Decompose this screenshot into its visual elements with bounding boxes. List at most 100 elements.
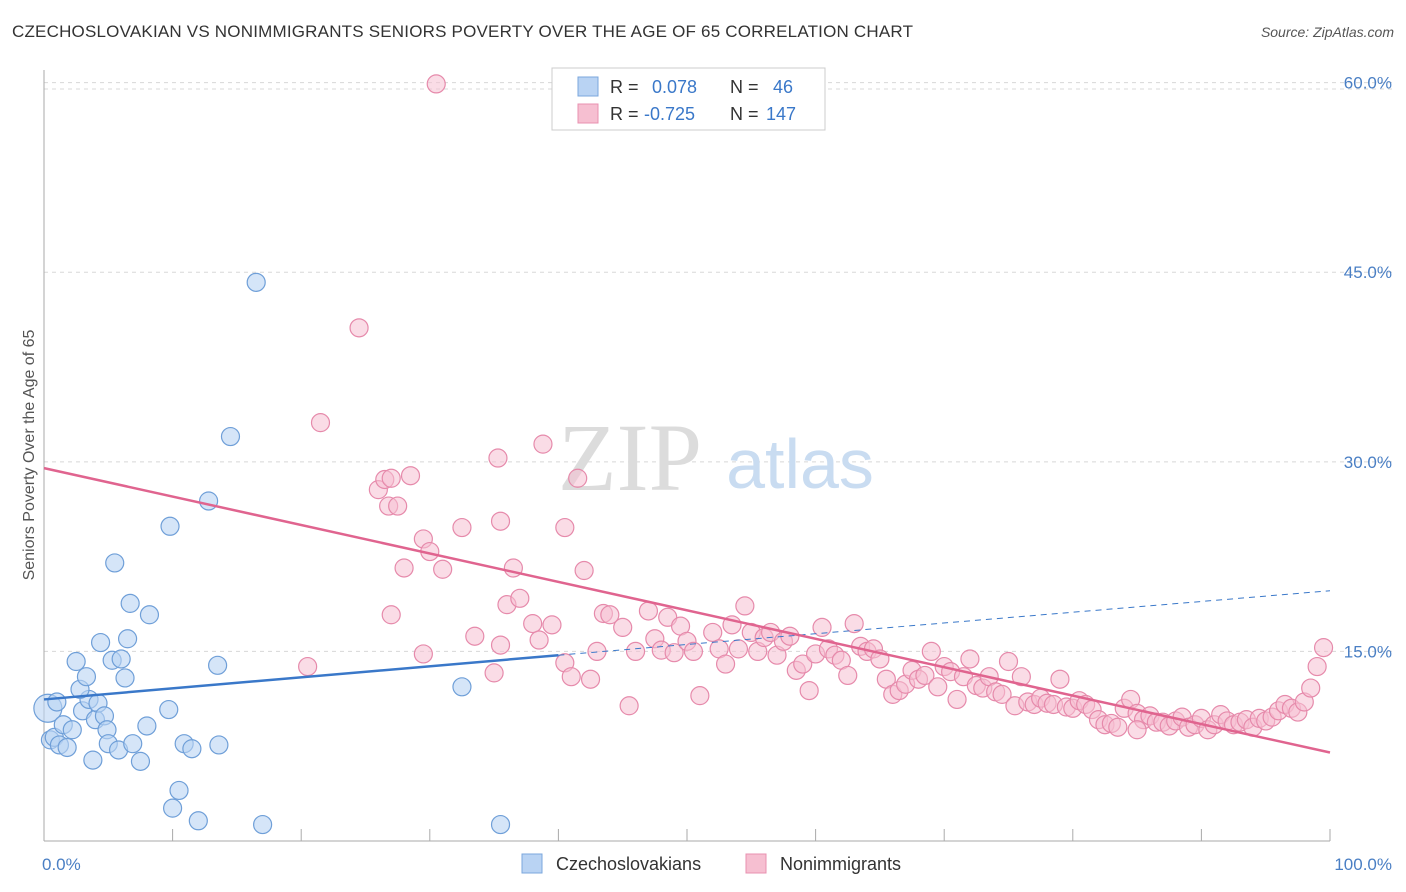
point-czechoslovakians <box>220 426 241 447</box>
point-nonimmigrants <box>625 641 646 662</box>
point-nonimmigrants <box>1127 720 1147 740</box>
point-nonimmigrants <box>998 651 1019 672</box>
y-tick-label: 15.0% <box>1344 642 1392 661</box>
bottom-legend-nonimmigrants: Nonimmigrants <box>780 854 901 874</box>
watermark-zip: ZIP <box>558 404 702 511</box>
point-czechoslovakians <box>57 737 77 758</box>
point-czechoslovakians <box>160 516 180 536</box>
point-czechoslovakians <box>117 629 138 649</box>
point-czechoslovakians <box>62 720 82 740</box>
point-czechoslovakians <box>182 739 202 759</box>
point-nonimmigrants <box>960 649 980 669</box>
bottom-legend: Czechoslovakians Nonimmigrants <box>521 853 901 874</box>
point-czechoslovakians <box>139 605 160 625</box>
point-nonimmigrants <box>555 517 575 538</box>
point-czechoslovakians <box>159 699 179 720</box>
point-czechoslovakians <box>47 692 67 712</box>
point-czechoslovakians <box>66 651 86 672</box>
x-tick-label: 0.0% <box>42 855 81 874</box>
point-czechoslovakians <box>490 814 511 835</box>
point-czechoslovakians <box>452 677 472 697</box>
point-nonimmigrants <box>992 684 1012 704</box>
point-nonimmigrants <box>400 466 421 486</box>
y-tick-label: 30.0% <box>1344 453 1392 472</box>
bottom-legend-swatch-pink <box>745 853 767 874</box>
point-nonimmigrants <box>568 468 588 488</box>
point-nonimmigrants <box>703 622 723 643</box>
point-nonimmigrants <box>1313 638 1334 658</box>
point-nonimmigrants <box>523 614 543 634</box>
legend-n-value-2: 147 <box>766 104 796 124</box>
legend-r-label-2: R = <box>610 104 639 124</box>
point-czechoslovakians <box>105 553 125 573</box>
point-nonimmigrants <box>298 656 318 677</box>
point-nonimmigrants <box>465 626 485 646</box>
point-nonimmigrants <box>1301 678 1321 698</box>
point-czechoslovakians <box>115 668 135 688</box>
point-czechoslovakians <box>130 751 151 771</box>
legend-r-value-2: -0.725 <box>644 104 695 124</box>
point-czechoslovakians <box>169 780 189 801</box>
point-nonimmigrants <box>381 605 401 625</box>
point-czechoslovakians <box>76 667 97 687</box>
point-nonimmigrants <box>529 630 549 650</box>
gridlines <box>44 82 1392 652</box>
y-tick-label: 60.0% <box>1344 74 1392 93</box>
point-czechoslovakians <box>253 814 273 835</box>
legend-n-value-1: 46 <box>773 77 793 97</box>
watermark-atlas: atlas <box>726 425 874 503</box>
legend-box: R = 0.078 N = 46 R = -0.725 N = 147 <box>551 67 826 131</box>
trend-czechoslovakians-extension <box>558 590 1331 656</box>
point-nonimmigrants <box>1050 669 1070 689</box>
legend-r-label-1: R = <box>610 77 639 97</box>
point-nonimmigrants <box>1108 717 1128 737</box>
point-nonimmigrants <box>915 665 935 686</box>
point-czechoslovakians <box>208 655 228 675</box>
point-czechoslovakians <box>111 649 131 669</box>
point-nonimmigrants <box>1011 667 1031 687</box>
point-czechoslovakians <box>209 735 229 755</box>
point-nonimmigrants <box>484 663 504 683</box>
point-nonimmigrants <box>488 448 508 468</box>
point-nonimmigrants <box>793 654 813 674</box>
point-nonimmigrants <box>728 639 749 659</box>
point-nonimmigrants <box>533 434 553 454</box>
point-czechoslovakians <box>246 272 266 292</box>
point-nonimmigrants <box>561 667 581 687</box>
point-nonimmigrants <box>735 596 755 616</box>
tick-labels: 15.0% 30.0% 45.0% 60.0% 0.0% 100.0% <box>42 74 1392 874</box>
point-nonimmigrants <box>452 517 472 538</box>
series-nonimmigrants <box>298 74 1334 740</box>
point-nonimmigrants <box>638 601 659 621</box>
point-czechoslovakians <box>137 716 157 736</box>
point-nonimmigrants <box>510 588 530 608</box>
point-czechoslovakians <box>188 811 208 831</box>
point-czechoslovakians <box>120 593 140 613</box>
point-nonimmigrants <box>433 559 453 579</box>
point-nonimmigrants <box>812 617 832 637</box>
bottom-legend-swatch-blue <box>521 853 543 874</box>
point-nonimmigrants <box>619 696 639 716</box>
point-nonimmigrants <box>381 468 401 488</box>
point-nonimmigrants <box>542 615 562 635</box>
point-nonimmigrants <box>664 643 684 663</box>
point-nonimmigrants <box>690 686 710 706</box>
point-nonimmigrants <box>947 689 967 710</box>
bottom-legend-czechoslovakians: Czechoslovakians <box>556 854 701 874</box>
point-nonimmigrants <box>394 558 414 578</box>
point-czechoslovakians <box>163 798 183 818</box>
point-nonimmigrants <box>921 641 941 662</box>
point-czechoslovakians <box>199 491 219 511</box>
point-nonimmigrants <box>388 496 408 516</box>
trend-czechoslovakians <box>43 653 559 701</box>
point-nonimmigrants <box>838 665 858 686</box>
point-czechoslovakians <box>123 734 143 754</box>
point-nonimmigrants <box>683 641 704 662</box>
point-nonimmigrants <box>580 669 601 689</box>
point-nonimmigrants <box>799 680 819 701</box>
point-nonimmigrants <box>1307 656 1327 677</box>
point-nonimmigrants <box>413 644 433 664</box>
legend-swatch-blue <box>577 76 599 97</box>
point-nonimmigrants <box>490 511 511 531</box>
